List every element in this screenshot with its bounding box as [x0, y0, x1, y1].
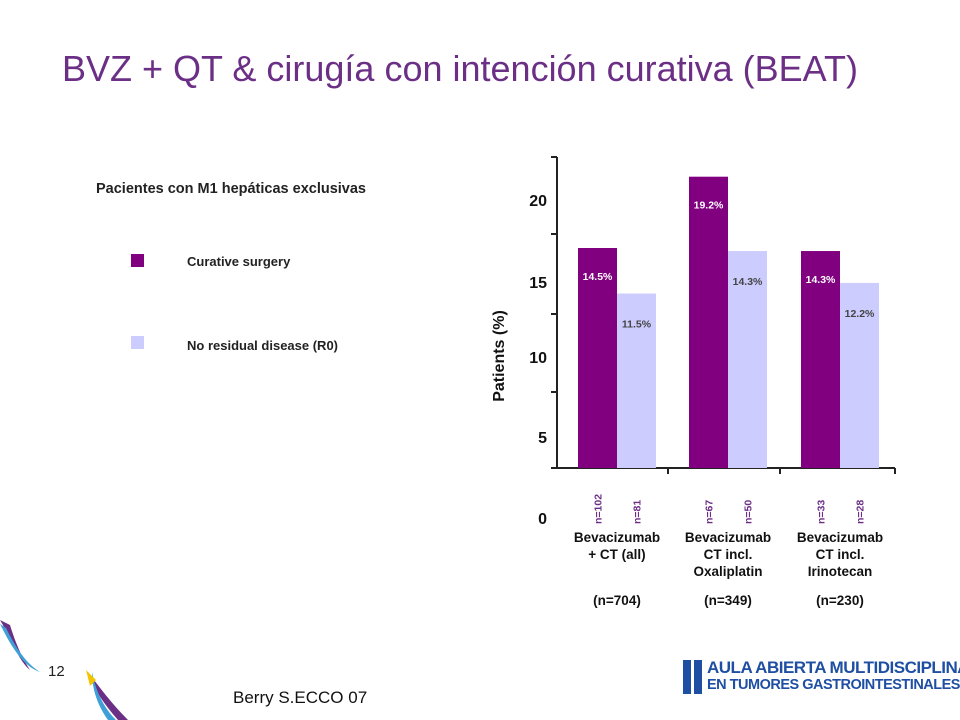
logo-text-line1: AULA ABIERTA MULTIDISCIPLINAR — [707, 658, 960, 677]
bar-r0 — [840, 282, 879, 468]
category-n-total: (n=704) — [593, 593, 641, 608]
legend-swatch-r0 — [131, 336, 144, 349]
n-label: n=33 — [816, 500, 828, 524]
data-label-curative: 14.5% — [583, 271, 613, 283]
bar-r0 — [617, 293, 656, 468]
category-label: + CT (all) — [588, 547, 645, 562]
aula-abierta-logo: AULA ABIERTA MULTIDISCIPLINAR EN TUMORES… — [683, 658, 960, 694]
category-label: Irinotecan — [808, 564, 873, 579]
category-label: Bevacizumab — [797, 530, 883, 545]
page-number: 12 — [48, 663, 65, 680]
n-label: n=102 — [593, 494, 605, 524]
source-citation: Berry S.ECCO 07 — [233, 688, 368, 707]
category-label: CT incl. — [816, 547, 865, 562]
logo-bar-icon — [694, 660, 702, 694]
y-tick-label: 10 — [529, 350, 547, 367]
data-label-r0: 14.3% — [733, 276, 763, 288]
bar-r0 — [728, 251, 767, 468]
decorative-swoosh-icon — [0, 620, 128, 720]
category-label: Bevacizumab — [574, 530, 660, 545]
n-label: n=67 — [704, 500, 716, 524]
bar-curative — [801, 251, 840, 468]
legend-label-curative: Curative surgery — [187, 254, 291, 269]
bar-chart: 0 5 10 15 20 Patients (%) 14.5% n=102 19.2% n=67 1… — [491, 156, 896, 608]
y-tick-label: 20 — [529, 193, 547, 210]
category-n-total: (n=230) — [816, 593, 864, 608]
category-label: Bevacizumab — [685, 530, 771, 545]
y-tick-label: 5 — [538, 430, 547, 447]
chart-title: Pacientes con M1 hepáticas exclusivas — [96, 181, 366, 197]
legend-label-r0: No residual disease (R0) — [187, 338, 338, 353]
data-label-curative: 14.3% — [806, 274, 836, 286]
logo-bar-icon — [683, 660, 691, 694]
n-label: n=50 — [743, 500, 755, 524]
y-axis-label: Patients (%) — [491, 310, 508, 402]
logo-text-line2: EN TUMORES GASTROINTESTINALES — [707, 677, 960, 693]
y-tick-label: 0 — [538, 511, 547, 528]
slide-title: BVZ + QT & cirugía con intención curativ… — [62, 48, 858, 89]
y-tick-label: 15 — [529, 275, 547, 292]
category-label: CT incl. — [704, 547, 753, 562]
data-label-curative: 19.2% — [694, 200, 724, 212]
legend-swatch-curative — [131, 254, 144, 267]
n-label: n=81 — [632, 500, 644, 524]
category-n-total: (n=349) — [704, 593, 752, 608]
category-label: Oxaliplatin — [693, 564, 762, 579]
bar-curative — [578, 248, 617, 468]
data-label-r0: 12.2% — [845, 308, 875, 320]
n-label: n=28 — [855, 500, 867, 524]
data-label-r0: 11.5% — [622, 319, 652, 331]
bar-curative — [689, 176, 728, 469]
